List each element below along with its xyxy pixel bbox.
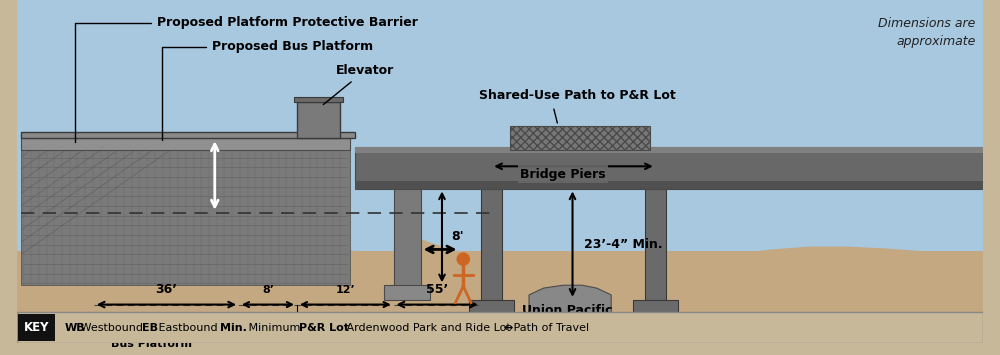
Text: WB: WB (65, 323, 86, 333)
Bar (294, 97, 343, 102)
Text: Shared-Use Path to P&R Lot: Shared-Use Path to P&R Lot (479, 88, 676, 102)
Text: EB: EB (142, 323, 158, 333)
Text: 36’: 36’ (155, 283, 177, 296)
Text: Ardenwood Park and Ride Lot: Ardenwood Park and Ride Lot (343, 323, 511, 333)
Bar (17, 251, 983, 343)
Polygon shape (674, 247, 983, 343)
Text: Eastbound: Eastbound (155, 323, 217, 333)
Bar (384, 285, 430, 300)
Bar (394, 189, 421, 290)
Polygon shape (17, 230, 394, 343)
Text: Minimum: Minimum (245, 323, 300, 333)
Text: Elevator Queueing Space: Elevator Queueing Space (306, 326, 462, 336)
Bar (21, 150, 350, 285)
Bar (645, 189, 666, 300)
Bar (21, 138, 350, 150)
Text: ↔: ↔ (503, 323, 513, 333)
Bar (18, 314, 55, 341)
Text: 55’: 55’ (426, 283, 448, 296)
Text: Elevator to Bus Platform: Elevator to Bus Platform (327, 312, 480, 322)
Circle shape (456, 252, 470, 266)
Text: Elevator: Elevator (323, 64, 394, 105)
Text: Bridge Piers: Bridge Piers (520, 168, 606, 181)
Polygon shape (490, 275, 674, 343)
Text: Proposed Platform Protective Barrier: Proposed Platform Protective Barrier (75, 16, 418, 142)
Polygon shape (389, 240, 490, 343)
Bar (21, 132, 355, 138)
Text: Union Pacific
Railroad: Union Pacific Railroad (522, 304, 613, 334)
Bar (355, 147, 983, 153)
Text: 8’: 8’ (262, 285, 274, 295)
Text: Westbound: Westbound (77, 323, 143, 333)
Bar (510, 126, 650, 150)
Bar (481, 189, 502, 300)
Text: P&R Lot: P&R Lot (299, 323, 349, 333)
Bar (469, 300, 514, 317)
Bar (355, 147, 983, 189)
Bar (633, 300, 678, 317)
Text: 23’-4” Min.: 23’-4” Min. (584, 237, 663, 251)
Bar (17, 312, 983, 343)
Text: Proposed Bus Platform: Proposed Bus Platform (162, 40, 373, 140)
Text: 12’: 12’ (335, 285, 355, 295)
Text: Min.: Min. (220, 323, 246, 333)
Polygon shape (529, 285, 611, 317)
Text: Dimensions are
approximate: Dimensions are approximate (878, 17, 976, 48)
Bar (355, 181, 983, 189)
Bar (297, 102, 340, 138)
Text: KEY: KEY (24, 321, 50, 334)
Bar (17, 0, 983, 285)
Text: Path of Travel: Path of Travel (510, 323, 589, 333)
Text: 8': 8' (452, 230, 464, 244)
Text: Stairway &
Landings to
Bus Platform: Stairway & Landings to Bus Platform (111, 312, 192, 349)
